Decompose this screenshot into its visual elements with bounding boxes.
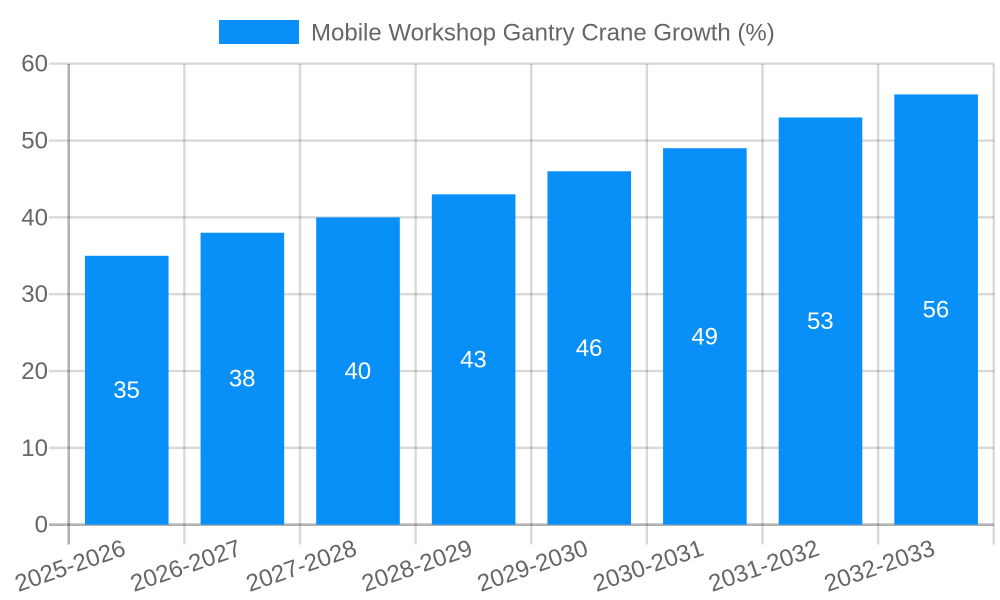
svg-text:40: 40 — [21, 204, 48, 231]
svg-text:50: 50 — [21, 128, 48, 155]
svg-text:38: 38 — [229, 366, 256, 393]
svg-text:35: 35 — [113, 377, 140, 404]
svg-text:40: 40 — [344, 358, 371, 385]
svg-text:60: 60 — [21, 51, 48, 78]
svg-text:0: 0 — [35, 512, 48, 539]
svg-text:Mobile Workshop Gantry Crane G: Mobile Workshop Gantry Crane Growth (%) — [311, 19, 775, 46]
svg-text:20: 20 — [21, 358, 48, 385]
svg-text:10: 10 — [21, 435, 48, 462]
svg-text:43: 43 — [460, 347, 487, 374]
svg-text:53: 53 — [807, 308, 834, 335]
svg-text:46: 46 — [576, 335, 603, 362]
svg-text:49: 49 — [691, 323, 718, 350]
svg-text:56: 56 — [923, 297, 950, 324]
svg-text:30: 30 — [21, 281, 48, 308]
